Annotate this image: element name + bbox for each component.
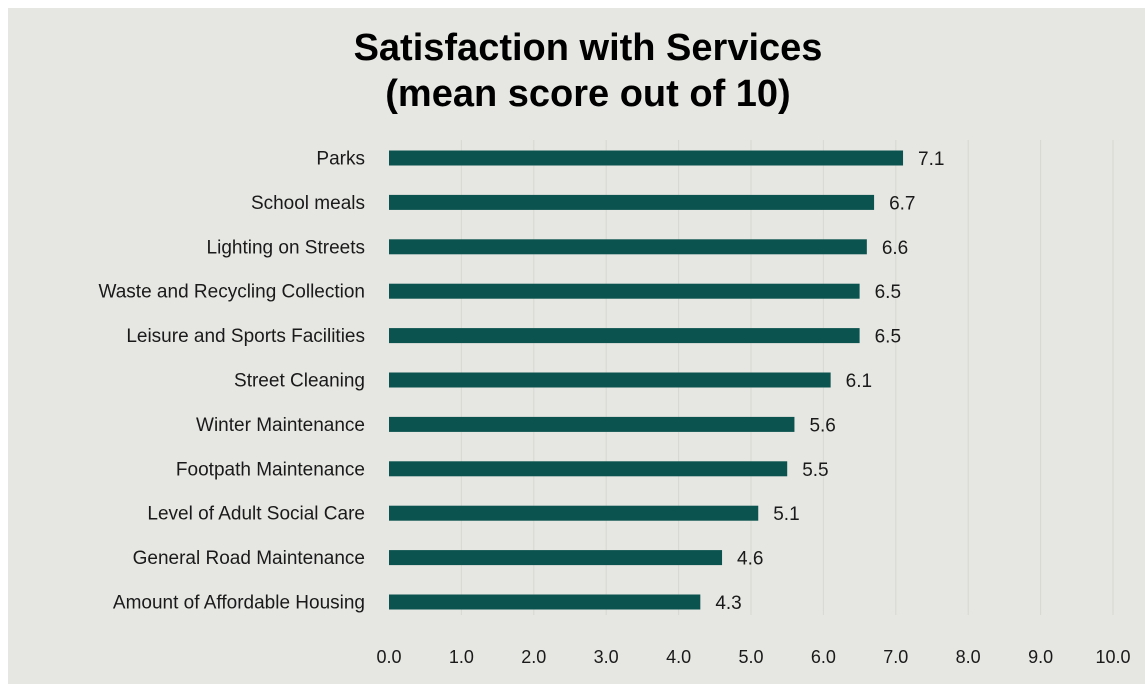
bar	[389, 328, 860, 344]
x-tick-label: 4.0	[666, 647, 691, 667]
x-tick-label: 1.0	[449, 647, 474, 667]
value-label: 6.7	[889, 193, 915, 214]
bar	[389, 239, 867, 255]
x-tick-label: 8.0	[956, 647, 981, 667]
bar	[389, 594, 701, 610]
value-label: 6.1	[846, 371, 872, 392]
x-tick-label: 9.0	[1028, 647, 1053, 667]
value-label: 5.1	[773, 504, 799, 525]
value-label: 6.5	[875, 282, 901, 303]
x-axis-tick-labels: 0.0 1.0 2.0 3.0 4.0 5.0 6.0 7.0 8.0 9.0 10.0	[376, 647, 1130, 667]
category-label: Parks	[316, 149, 365, 170]
value-label: 7.1	[918, 149, 944, 170]
value-label: 5.5	[802, 460, 828, 481]
category-label: Street Cleaning	[234, 371, 365, 392]
category-labels: Parks School meals Lighting on Streets Wast…	[99, 149, 365, 614]
bar	[389, 150, 904, 166]
category-label: Leisure and Sports Facilities	[126, 326, 365, 347]
value-label: 4.6	[737, 549, 763, 570]
category-label: Waste and Recycling Collection	[99, 282, 365, 303]
bar	[389, 283, 860, 299]
chart-title-line-1: Satisfaction with Services	[354, 27, 823, 69]
x-tick-label: 5.0	[738, 647, 763, 667]
category-label: Level of Adult Social Care	[147, 504, 365, 525]
x-tick-label: 3.0	[594, 647, 619, 667]
value-label: 6.5	[875, 327, 901, 348]
category-label: General Road Maintenance	[133, 548, 365, 569]
bar	[389, 550, 723, 566]
category-label: Lighting on Streets	[207, 237, 365, 258]
bar	[389, 416, 795, 432]
bar	[389, 505, 759, 521]
category-label: School meals	[251, 193, 365, 214]
bar	[389, 372, 831, 388]
bar	[389, 194, 875, 210]
chart-title-line-2: (mean score out of 10)	[385, 73, 790, 115]
x-tick-label: 2.0	[521, 647, 546, 667]
x-tick-label: 10.0	[1095, 647, 1130, 667]
bar	[389, 461, 788, 477]
chart-background	[8, 8, 1145, 684]
category-label: Winter Maintenance	[196, 415, 365, 436]
x-tick-label: 6.0	[811, 647, 836, 667]
value-label: 6.6	[882, 238, 908, 259]
bars	[389, 150, 904, 610]
category-label: Footpath Maintenance	[176, 459, 365, 480]
value-label: 4.3	[715, 593, 741, 614]
category-label: Amount of Affordable Housing	[113, 593, 365, 614]
value-labels: 7.1 6.7 6.6 6.5 6.5 6.1 5.6 5.5 5.1 4.6 4.3	[715, 149, 944, 614]
x-tick-label: 0.0	[376, 647, 401, 667]
value-label: 5.6	[809, 415, 835, 436]
x-tick-label: 7.0	[883, 647, 908, 667]
